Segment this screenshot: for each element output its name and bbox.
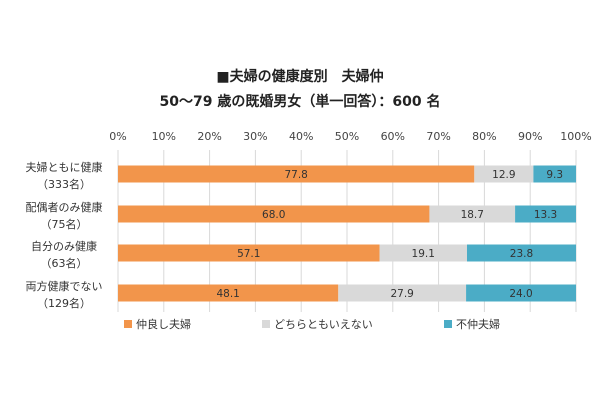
bar-segment-2 [515,205,576,223]
bar-segment-1 [429,205,516,223]
chart-title: ■夫婦の健康度別 夫婦仲 [216,69,384,85]
bar-segment-1 [474,165,534,183]
category-count: （333名） [37,177,91,191]
data-label: 77.8 [284,169,307,181]
data-label: 48.1 [216,288,239,300]
bar-segment-0 [118,284,339,302]
data-label: 68.0 [262,209,285,221]
data-label: 23.8 [510,248,533,260]
data-label: 57.1 [237,248,260,260]
chart-subtitle: 50～79 歳の既婚男女（単一回答）：600 名 [159,94,441,110]
legend-swatch [262,320,270,328]
category-count: （129名） [37,296,91,310]
bar-segment-0 [118,165,475,183]
data-label: 18.7 [461,209,484,221]
bar-segment-1 [379,244,467,262]
category-count: （63名） [41,256,88,270]
bar-segment-1 [338,284,467,302]
category-label: 自分のみ健康 [31,239,97,253]
legend-label: 仲良し夫婦 [136,317,191,331]
bar-segment-2 [533,165,576,183]
x-tick-label: 20% [197,130,221,143]
x-tick-label: 80% [472,130,496,143]
category-label: 両方健康でない [26,279,103,293]
legend-label: どちらともいえない [274,318,373,331]
legend-swatch [444,320,452,328]
x-tick-label: 60% [381,130,405,143]
category-label: 配偶者のみ健康 [26,200,103,214]
category-label: 夫婦ともに健康 [26,160,103,174]
data-label: 24.0 [509,288,532,300]
x-tick-label: 90% [518,130,542,143]
bar-segment-0 [118,244,380,262]
legend-swatch [124,320,132,328]
bar-segment-2 [466,244,576,262]
data-label: 12.9 [492,169,515,181]
x-tick-label: 100% [560,130,591,143]
x-tick-label: 30% [243,130,267,143]
x-tick-label: 70% [426,130,450,143]
data-label: 27.9 [390,288,413,300]
x-tick-label: 50% [335,130,359,143]
bar-segment-0 [118,205,430,223]
data-label: 9.3 [546,169,563,181]
legend-label: 不仲夫婦 [456,317,500,331]
category-count: （75名） [41,217,88,231]
bar-segment-2 [466,284,576,302]
data-label: 13.3 [534,209,557,221]
data-label: 19.1 [412,248,435,260]
x-tick-label: 40% [289,130,313,143]
x-tick-label: 0% [109,130,126,143]
x-tick-label: 10% [152,130,176,143]
